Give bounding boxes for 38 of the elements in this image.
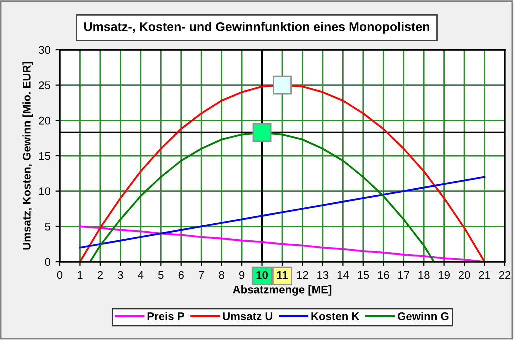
y-tick-label: 0 xyxy=(45,258,51,266)
x-tick-label: 4 xyxy=(138,271,144,280)
x-tick-label: 17 xyxy=(398,271,410,280)
x-tick-label: 15 xyxy=(358,271,370,280)
legend-label: Preis P xyxy=(148,312,184,320)
x-tick-label: 0 xyxy=(57,271,63,280)
x-tick-label: 11 xyxy=(277,271,288,280)
y-tick-label: 20 xyxy=(39,116,51,125)
x-tick-label: 22 xyxy=(499,271,511,280)
x-tick-label: 9 xyxy=(239,271,245,280)
x-tick-label: 5 xyxy=(158,271,164,280)
y-tick-label: 15 xyxy=(39,152,51,160)
x-tick-label: 20 xyxy=(458,271,470,280)
line-series xyxy=(79,176,486,249)
legend-label: Kosten K xyxy=(312,312,360,320)
y-tick-label: 25 xyxy=(39,82,51,90)
x-tick-label: 12 xyxy=(297,271,308,280)
x-tick-label: 13 xyxy=(318,271,329,280)
x-tick-label: 2 xyxy=(98,271,103,280)
x-tick-label: 3 xyxy=(118,271,124,280)
x-tick-label: 16 xyxy=(378,271,390,280)
x-tick-label: 21 xyxy=(479,271,490,280)
x-tick-label: 10 xyxy=(256,271,268,280)
x-tick-label: 6 xyxy=(178,271,184,280)
y-tick-label: 10 xyxy=(39,188,51,196)
x-tick-label: 7 xyxy=(199,271,204,280)
chart-title: Umsatz-, Kosten- und Gewinnfunktion eines Monopolisten xyxy=(84,22,430,34)
x-tick-label: 8 xyxy=(219,271,224,280)
y-tick-label: 5 xyxy=(45,223,51,231)
x-tick-label: 1 xyxy=(78,271,83,280)
x-tick-label: 14 xyxy=(338,271,350,280)
x-tick-label: 19 xyxy=(438,271,450,280)
legend-label: Gewinn G xyxy=(398,312,449,320)
y-tick-label: 30 xyxy=(39,46,51,54)
legend-label: Umsatz U xyxy=(223,312,273,320)
x-tick-label: 18 xyxy=(418,271,430,280)
x-axis-title: Absatzmenge [ME] xyxy=(233,286,332,296)
y-axis-title: Umsatz, Kosten, Gewinn [Mio. EUR] xyxy=(22,62,34,250)
